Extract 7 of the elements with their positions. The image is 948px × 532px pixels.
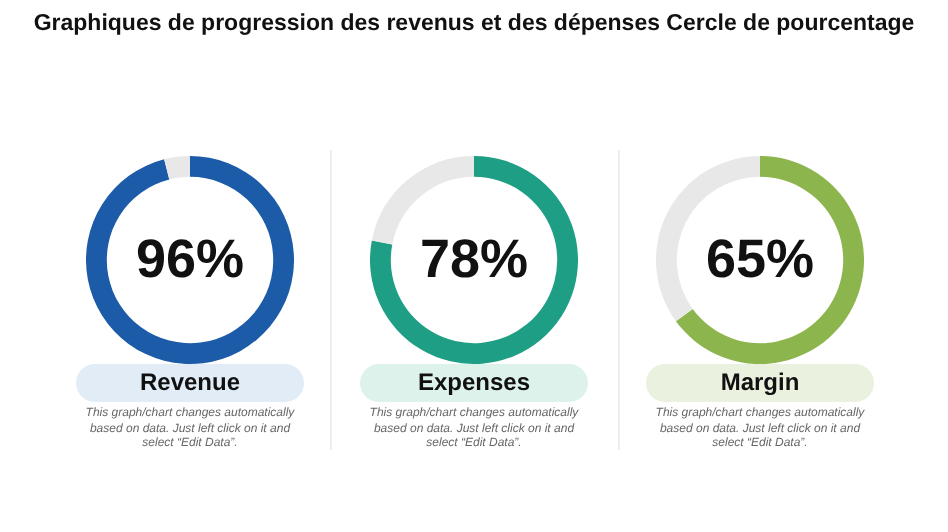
text: Graphiques de progression des revenus et des dépenses Cercle de pourcentage — [31, 12, 917, 36]
slice-label: Revenue — [76, 364, 304, 402]
data-label: 96% — [135, 228, 245, 289]
data-label: 65% — [705, 228, 815, 289]
data-label: 78% — [419, 228, 529, 289]
slice-label: Expenses — [360, 364, 588, 402]
slice-label: Margin — [646, 364, 874, 402]
